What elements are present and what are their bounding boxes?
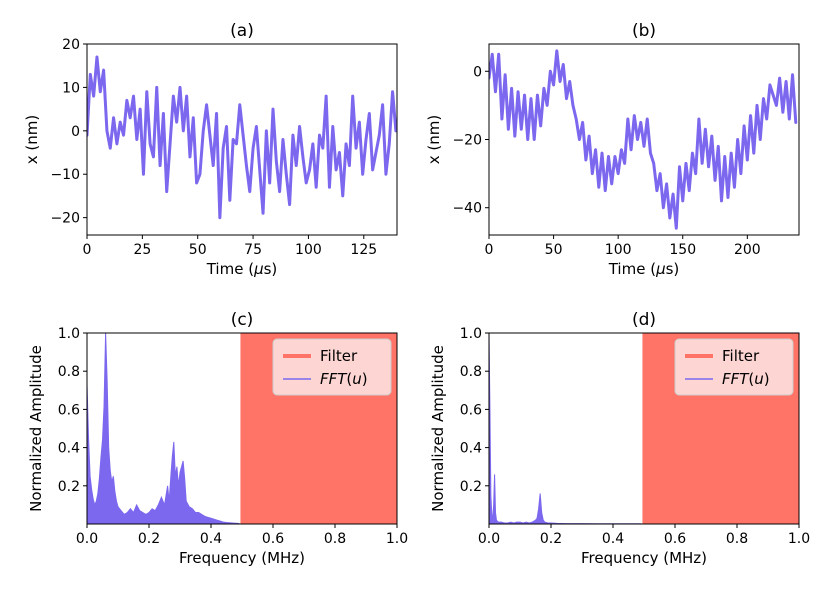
chart-title: (b) (632, 21, 656, 41)
plot-area (87, 55, 397, 220)
y-tick-label: 20 (62, 37, 80, 53)
x-tick-label: 25 (133, 242, 151, 258)
y-tick-label: 1.0 (58, 326, 80, 342)
y-tick-label: 0.2 (58, 479, 80, 495)
y-axis-label: x (nm) (23, 115, 41, 164)
chart-title: (c) (231, 310, 254, 330)
x-tick-label: 125 (350, 242, 377, 258)
x-tick-label: 1.0 (386, 531, 408, 547)
y-tick-label: 0.4 (58, 441, 80, 457)
y-tick-label: 0.4 (460, 441, 482, 457)
y-axis-label: Normalized Amplitude (429, 345, 447, 512)
y-tick-label: 0.8 (58, 364, 80, 380)
x-tick-label: 50 (545, 242, 563, 258)
y-tick-label: 0 (71, 124, 80, 140)
x-tick-label: 0.2 (540, 531, 562, 547)
legend-box (674, 338, 794, 396)
y-tick-label: 0.8 (460, 364, 482, 380)
x-tick-label: 100 (295, 242, 322, 258)
y-tick-label: 0.2 (460, 479, 482, 495)
y-tick-label: 0.6 (460, 402, 482, 418)
y-tick-label: 1.0 (460, 326, 482, 342)
x-tick-label: 200 (734, 242, 761, 258)
x-tick-label: 0.0 (478, 531, 500, 547)
x-tick-label: 50 (189, 242, 207, 258)
x-tick-label: 0.6 (262, 531, 284, 547)
signal-line (87, 55, 397, 220)
chart-title: (d) (632, 310, 656, 330)
y-tick-label: 0 (473, 64, 482, 80)
legend-fft-label: FFT(u) (722, 370, 770, 388)
plot-area (489, 333, 642, 524)
plot-area (489, 49, 798, 230)
y-tick-label: 0.6 (58, 402, 80, 418)
legend-filter-label: Filter (722, 347, 760, 365)
legend-box (272, 338, 392, 396)
signal-line (489, 49, 798, 230)
x-tick-label: 0.0 (76, 531, 98, 547)
x-tick-label: 0 (83, 242, 92, 258)
axes-frame (86, 332, 398, 525)
plot-area (87, 333, 240, 524)
x-tick-label: 75 (244, 242, 262, 258)
legend-fft-label: FFT(u) (320, 370, 368, 388)
x-axis-label: Time (μs) (608, 260, 680, 278)
subplot-b: 0 50 100 150 200 −40 −20 0 (b) Time (μs) x (nm) (425, 21, 800, 278)
fft-area (489, 333, 642, 524)
axes-frame (86, 43, 398, 236)
x-axis-label: Frequency (MHz) (581, 549, 707, 567)
y-tick-label: −10 (50, 167, 80, 183)
y-tick-label: −20 (452, 133, 482, 149)
legend-filter-label: Filter (320, 347, 358, 365)
legend: Filter FFT(u) (674, 338, 794, 396)
chart-title: (a) (230, 21, 254, 41)
x-tick-label: 0 (485, 242, 494, 258)
y-tick-label: 10 (62, 80, 80, 96)
x-tick-label: 0.4 (200, 531, 222, 547)
x-axis-label: Frequency (MHz) (179, 549, 305, 567)
x-tick-label: 0.2 (138, 531, 160, 547)
x-tick-label: 100 (605, 242, 632, 258)
y-axis-label: x (nm) (425, 115, 443, 164)
fft-area (87, 333, 240, 524)
subplot-d: 0.0 0.2 0.4 0.6 0.8 1.0 0.2 0.4 0.6 0.8 1.0 (d) Freq… (429, 310, 810, 567)
x-tick-label: 0.8 (726, 531, 748, 547)
x-tick-label: 150 (669, 242, 696, 258)
x-axis-label: Time (μs) (206, 260, 278, 278)
subplot-c: 0.0 0.2 0.4 0.6 0.8 1.0 0.2 0.4 0.6 0.8 1.0 (c) Freq… (27, 310, 408, 567)
x-tick-label: 0.6 (664, 531, 686, 547)
x-tick-label: 1.0 (788, 531, 810, 547)
legend: Filter FFT(u) (272, 338, 392, 396)
y-tick-label: −20 (50, 211, 80, 227)
x-tick-label: 0.4 (602, 531, 624, 547)
subplot-a: 0 25 50 75 100 125 −20 −10 0 10 20 (a) Time (μs) x (n… (23, 21, 398, 278)
y-tick-label: −40 (452, 201, 482, 217)
x-tick-label: 0.8 (324, 531, 346, 547)
axes-frame (488, 332, 800, 525)
y-axis-label: Normalized Amplitude (27, 345, 45, 512)
